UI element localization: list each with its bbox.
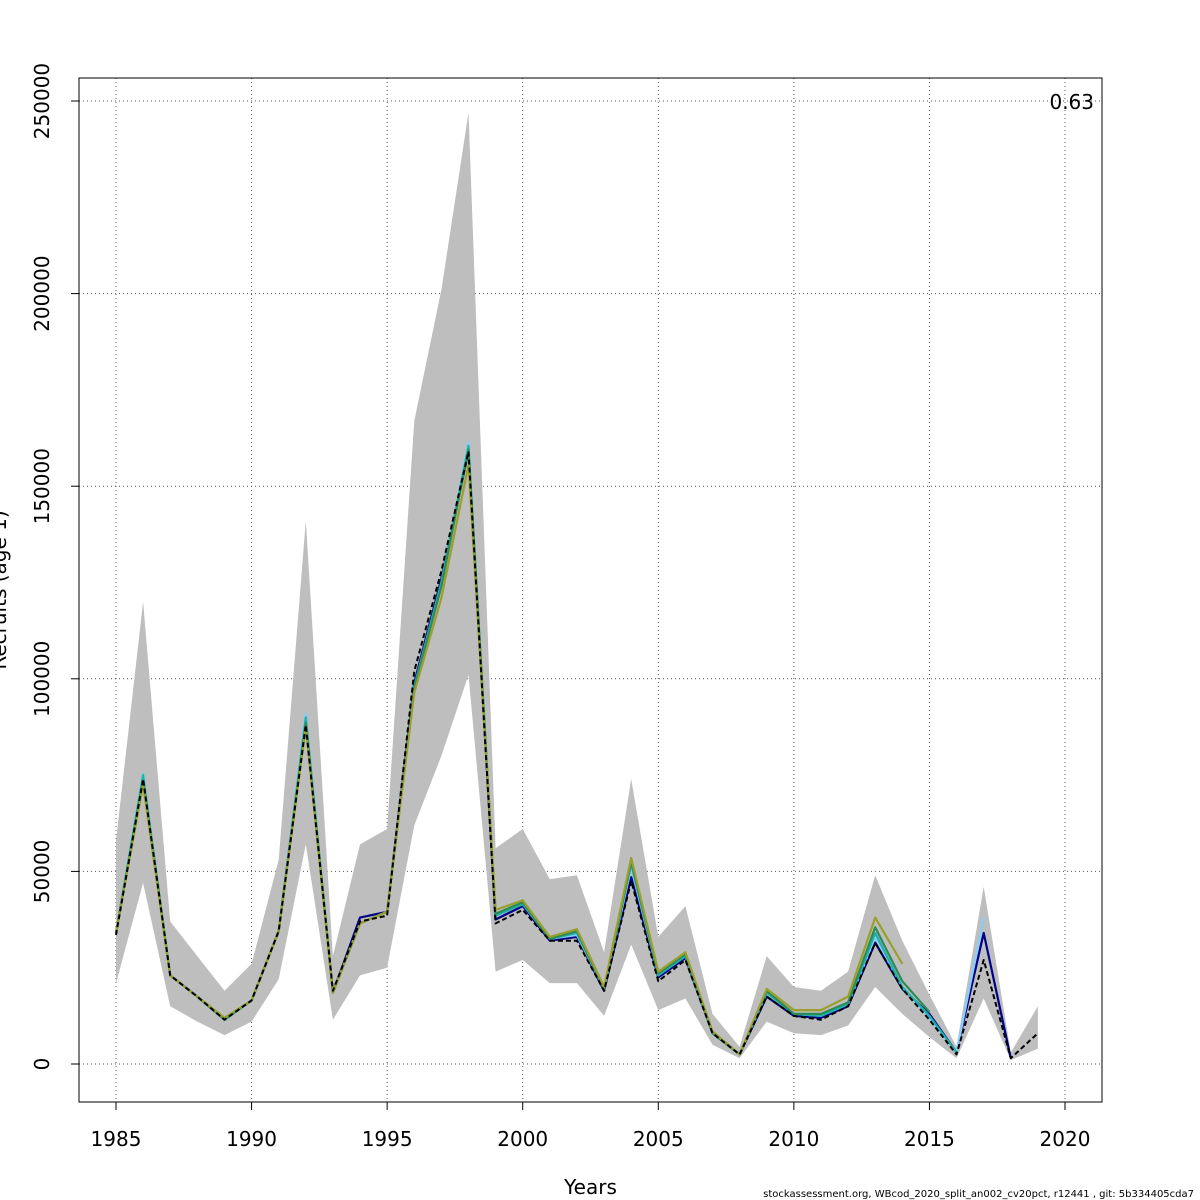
y-tick-label: 250000	[30, 63, 54, 139]
x-axis-title: Years	[563, 1175, 617, 1199]
y-tick-label: 0	[30, 1058, 54, 1071]
grid-lines	[79, 78, 1102, 1102]
y-tick-label: 50000	[30, 840, 54, 904]
y-axis-title: Recruits (age 1)	[0, 510, 11, 669]
series-line-6	[114, 463, 904, 1056]
x-tick-label: 1985	[91, 1127, 142, 1151]
y-axis: 0 50000 100000 150000 200000 250000	[30, 63, 79, 1071]
series-line-1	[115, 450, 1039, 1060]
footer-credit: stockassessment.org, WBcod_2020_split_an…	[763, 1189, 1194, 1200]
x-tick-label: 1995	[362, 1127, 413, 1151]
plot-frame	[78, 77, 1103, 1103]
confidence-band-area	[116, 112, 1038, 1061]
corner-value-label: 0.63	[1049, 90, 1094, 114]
confidence-band	[116, 112, 1038, 1061]
x-tick-label: 2000	[497, 1127, 548, 1151]
series-line-5	[114, 448, 931, 1056]
y-tick-label: 150000	[30, 448, 54, 524]
x-axis: 1985 1990 1995 2000 2005 2010 2015 2020	[91, 1102, 1091, 1151]
x-tick-label: 2020	[1040, 1127, 1091, 1151]
x-tick-label: 1990	[226, 1127, 277, 1151]
series-lines	[114, 440, 1039, 1060]
y-tick-label: 200000	[30, 255, 54, 331]
y-tick-label: 100000	[30, 641, 54, 717]
x-tick-label: 2015	[904, 1127, 955, 1151]
x-tick-label: 2010	[768, 1127, 819, 1151]
x-tick-label: 2005	[633, 1127, 684, 1151]
